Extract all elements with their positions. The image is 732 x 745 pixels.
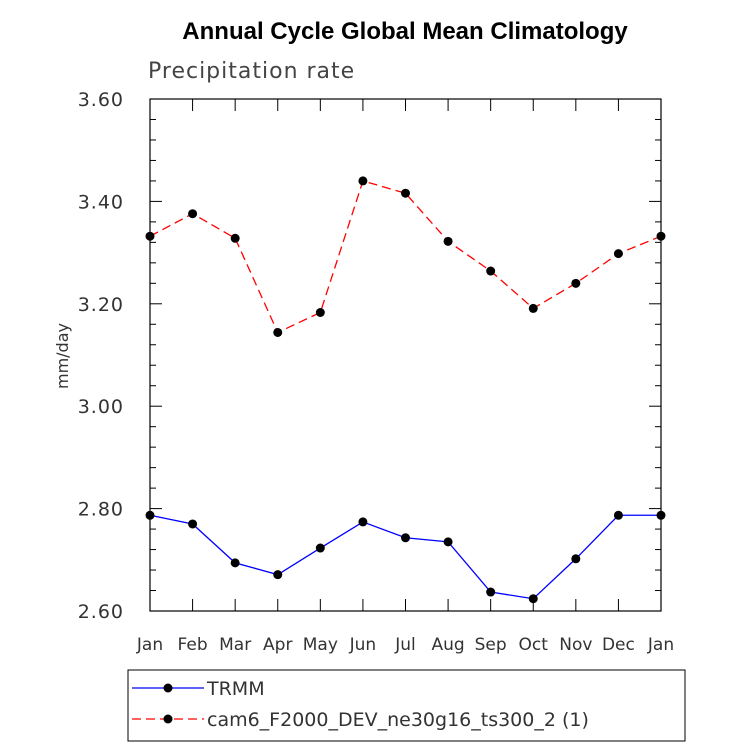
- series-0-point: [358, 517, 368, 527]
- x-tick-label: Jul: [394, 635, 416, 655]
- series-1-point: [188, 209, 198, 219]
- y-tick-labels: 2.60 2.80 3.00 3.20 3.40 3.60: [78, 89, 124, 623]
- y-tick-label: 3.00: [78, 396, 124, 418]
- x-tick-label: Dec: [602, 635, 635, 655]
- y-tick-label: 3.60: [78, 89, 124, 111]
- x-tick-label: Aug: [431, 635, 464, 655]
- y-tick-label: 2.80: [78, 499, 124, 521]
- y-tick-label: 2.60: [78, 601, 124, 623]
- series-0-point: [486, 587, 496, 597]
- chart-subtitle: Precipitation rate: [148, 59, 355, 84]
- y-tick-label: 3.20: [78, 294, 124, 316]
- chart-title: Annual Cycle Global Mean Climatology: [182, 18, 628, 45]
- legend-marker-0: [163, 683, 173, 693]
- series-1-point: [656, 231, 666, 241]
- x-tick-labels: Jan Feb Mar Apr May Jun Jul Aug Sep Oct Nov Dec Jan: [136, 635, 674, 655]
- legend-label-0: TRMM: [206, 678, 265, 700]
- series-0-point: [315, 543, 325, 553]
- series-1-point: [528, 303, 538, 313]
- x-tick-label: Sep: [475, 635, 507, 655]
- legend: TRMM cam6_F2000_DEV_ne30g16_ts300_2 (1): [132, 678, 589, 731]
- series-1-point: [273, 327, 283, 337]
- series-1-point: [401, 188, 410, 198]
- x-tick-label: Nov: [559, 635, 592, 655]
- series-line-0: [149, 514, 661, 600]
- series-0-point: [656, 510, 666, 520]
- x-tick-label: Apr: [263, 635, 292, 655]
- x-tick-label: Oct: [519, 635, 549, 655]
- x-tick-label: Feb: [178, 635, 208, 655]
- x-tick-label: Jun: [349, 635, 377, 655]
- x-tick-label: Jan: [136, 635, 163, 655]
- series-1-point: [443, 236, 453, 246]
- series-0-point: [443, 537, 453, 547]
- series-0-point: [528, 594, 538, 604]
- series-layer: [145, 176, 666, 604]
- series-0-point: [571, 554, 581, 564]
- legend-label-1: cam6_F2000_DEV_ne30g16_ts300_2 (1): [207, 709, 589, 731]
- series-1-point: [315, 308, 325, 318]
- legend-box: [127, 669, 686, 742]
- y-axis-label: mm/day: [53, 323, 72, 389]
- series-1-point: [230, 233, 240, 243]
- x-tick-label: Jan: [647, 635, 674, 655]
- series-1-point: [358, 176, 368, 186]
- series-0-point: [401, 533, 410, 543]
- series-1-point: [145, 231, 155, 241]
- series-1-point: [486, 266, 496, 276]
- series-0-point: [273, 570, 283, 580]
- series-0-point: [230, 558, 240, 568]
- series-1-point: [571, 278, 581, 288]
- series-0-point: [613, 510, 623, 520]
- series-0-point: [145, 510, 155, 520]
- x-tick-label: May: [303, 635, 338, 655]
- series-line-1: [149, 180, 662, 334]
- axis-ticks: [149, 98, 662, 612]
- series-1-point: [613, 249, 623, 259]
- y-tick-label: 3.40: [78, 191, 124, 213]
- legend-marker-1: [163, 714, 173, 724]
- x-tick-label: Mar: [219, 635, 251, 655]
- series-0-point: [188, 519, 198, 529]
